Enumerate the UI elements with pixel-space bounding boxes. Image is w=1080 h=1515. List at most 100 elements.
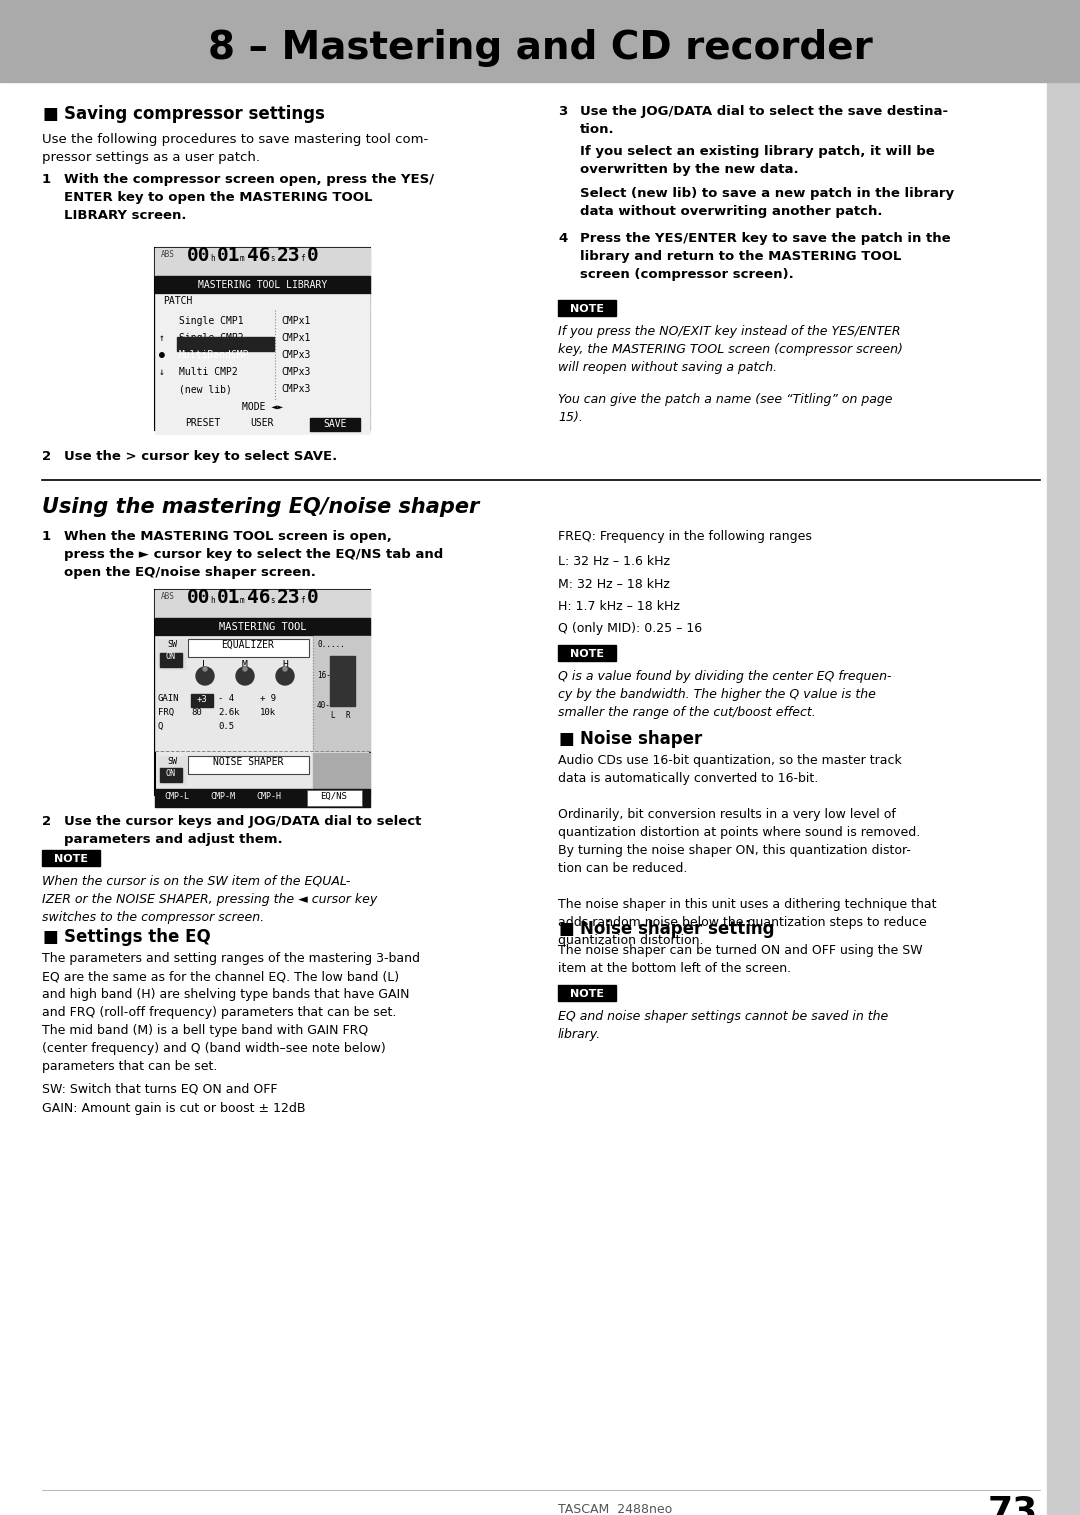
Text: 01: 01 [217,245,241,265]
Text: CMPx3: CMPx3 [281,350,310,361]
Text: EQUALIZER: EQUALIZER [221,639,274,650]
Text: h: h [210,595,215,604]
Text: s: s [270,595,274,604]
Circle shape [243,667,247,671]
Text: NOTE: NOTE [570,989,604,998]
Text: 0.5: 0.5 [218,723,234,732]
Text: 2: 2 [42,815,51,829]
Text: GAIN: Amount gain is cut or boost ± 12dB: GAIN: Amount gain is cut or boost ± 12dB [42,1101,306,1115]
Text: Single CMP2: Single CMP2 [179,333,244,342]
Bar [156,789,370,807]
Text: Multi CMP2: Multi CMP2 [179,367,238,377]
Text: If you select an existing library patch, it will be
overwritten by the new data.: If you select an existing library patch,… [580,145,935,176]
Text: 10k: 10k [260,708,276,717]
Text: PRESET: PRESET [185,418,220,429]
Bar [558,645,616,661]
Text: ●: ● [159,350,165,361]
Bar [156,589,370,795]
Text: H: H [282,661,288,670]
Text: FREQ: Frequency in the following ranges: FREQ: Frequency in the following ranges [558,530,812,542]
Text: 1: 1 [42,530,51,542]
Bar [156,248,370,430]
Text: When the cursor is on the SW item of the EQUAL-
IZER or the NOISE SHAPER, pressi: When the cursor is on the SW item of the… [42,876,377,924]
Bar [313,753,370,788]
Bar [156,589,370,618]
Bar [307,789,362,806]
Circle shape [276,667,294,685]
Text: M: 32 Hz – 18 kHz: M: 32 Hz – 18 kHz [558,579,670,591]
Text: ↓: ↓ [159,367,165,377]
Text: ■: ■ [42,929,57,945]
Text: CMPx3: CMPx3 [281,383,310,394]
Text: m: m [240,595,245,604]
Text: 0: 0 [307,245,319,265]
Text: 1: 1 [42,173,51,186]
Text: 23: 23 [276,588,300,608]
Text: 23: 23 [276,245,300,265]
Text: The parameters and setting ranges of the mastering 3-band
EQ are the same as for: The parameters and setting ranges of the… [42,951,420,1073]
Text: s: s [270,255,274,264]
Text: Use the > cursor key to select SAVE.: Use the > cursor key to select SAVE. [64,450,337,464]
Circle shape [203,667,207,671]
Circle shape [283,667,287,671]
Text: M: M [242,661,248,670]
Text: +3: +3 [197,695,207,704]
Text: L: 32 Hz – 1.6 kHz: L: 32 Hz – 1.6 kHz [558,554,670,568]
Text: Settings the EQ: Settings the EQ [64,929,211,945]
Text: L: L [202,661,208,670]
Text: MultiBandCMP: MultiBandCMP [179,350,249,361]
Circle shape [195,667,214,685]
Bar [558,985,616,1001]
Text: MODE ◄►: MODE ◄► [242,401,283,412]
Bar [310,418,360,430]
Text: USER: USER [249,418,273,429]
Text: ■: ■ [558,920,573,938]
Text: 00: 00 [187,245,211,265]
Text: CMP-M: CMP-M [211,792,235,801]
Text: SAVE: SAVE [323,420,347,429]
Bar [188,756,309,774]
Bar [158,756,186,783]
Text: Q (only MID): 0.25 – 16: Q (only MID): 0.25 – 16 [558,623,702,635]
Text: 16-: 16- [318,671,330,680]
Text: Saving compressor settings: Saving compressor settings [64,105,325,123]
Bar [313,636,370,751]
Bar [0,0,1080,82]
Bar [177,336,274,351]
Text: CMPx3: CMPx3 [281,367,310,377]
Text: f: f [300,595,305,604]
Bar [191,694,213,708]
Text: 73: 73 [988,1495,1038,1515]
Text: EQ and noise shaper settings cannot be saved in the
library.: EQ and noise shaper settings cannot be s… [558,1011,888,1041]
Text: CMP-H: CMP-H [257,792,282,801]
Text: 3: 3 [558,105,567,118]
Bar [158,639,186,670]
Text: Using the mastering EQ/noise shaper: Using the mastering EQ/noise shaper [42,497,480,517]
Text: FRQ: FRQ [158,708,174,717]
Text: + 9: + 9 [260,694,276,703]
Text: MASTERING TOOL LIBRARY: MASTERING TOOL LIBRARY [198,280,327,289]
Bar [156,636,370,751]
Bar [160,653,183,667]
Text: SW: SW [167,758,177,767]
Text: Use the cursor keys and JOG/DATA dial to select
parameters and adjust them.: Use the cursor keys and JOG/DATA dial to… [64,815,421,845]
Text: 80: 80 [191,708,202,717]
Text: Q is a value found by dividing the center EQ frequen-
cy by the bandwidth. The h: Q is a value found by dividing the cente… [558,670,891,720]
Text: MASTERING TOOL: MASTERING TOOL [219,623,307,632]
Text: ↑: ↑ [159,333,165,342]
Text: CMPx1: CMPx1 [281,317,310,326]
Text: PATCH: PATCH [163,295,192,306]
Text: h: h [210,255,215,264]
Text: NOTE: NOTE [570,305,604,314]
Text: TASCAM  2488neo: TASCAM 2488neo [558,1503,672,1515]
Text: Press the YES/ENTER key to save the patch in the
library and return to the MASTE: Press the YES/ENTER key to save the patc… [580,232,950,280]
Text: H: 1.7 kHz – 18 kHz: H: 1.7 kHz – 18 kHz [558,600,680,614]
Text: Noise shaper setting: Noise shaper setting [580,920,774,938]
Bar [156,276,370,294]
Bar [1047,0,1080,1515]
Text: 4: 4 [558,232,567,245]
Text: SW: Switch that turns EQ ON and OFF: SW: Switch that turns EQ ON and OFF [42,1082,278,1095]
Bar [156,311,370,400]
Text: SW: SW [167,639,177,648]
Text: If you press the NO/EXIT key instead of the YES/ENTER
key, the MASTERING TOOL sc: If you press the NO/EXIT key instead of … [558,326,903,374]
